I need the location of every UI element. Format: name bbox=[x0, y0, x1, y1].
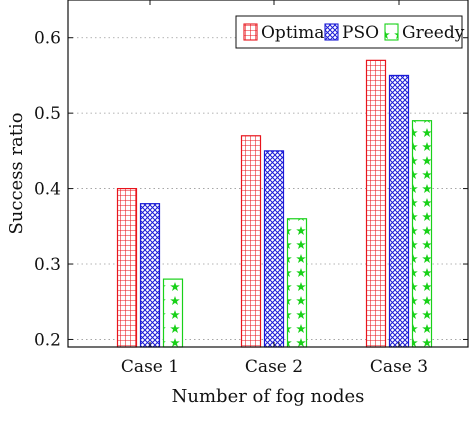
legend-swatch-pso bbox=[324, 23, 339, 41]
legend-box bbox=[235, 15, 463, 49]
y-tick-label: 0.3 bbox=[34, 255, 61, 275]
axis-ticks: 0.2 0.3 0.4 0.5 0.6 Case 1 Case 2 Case 3 bbox=[34, 0, 468, 377]
bar-pso-2 bbox=[263, 150, 285, 348]
legend: Optimal PSO Greedy bbox=[235, 15, 465, 49]
y-axis-label: Success ratio bbox=[6, 112, 27, 234]
bar-greedy-1 bbox=[162, 278, 184, 348]
legend-label-pso: PSO bbox=[342, 23, 379, 43]
plot-frame bbox=[67, 0, 469, 348]
x-tick-label: Case 1 bbox=[121, 357, 179, 377]
bars bbox=[116, 59, 433, 348]
legend-swatch-greedy bbox=[384, 23, 399, 41]
y-tick-label: 0.6 bbox=[34, 29, 61, 49]
x-tick-label: Case 2 bbox=[245, 357, 303, 377]
legend-label-optimal: Optimal bbox=[261, 23, 330, 43]
y-tick-label: 0.2 bbox=[34, 330, 61, 350]
bar-optimal-2 bbox=[240, 135, 262, 348]
bar-greedy-3 bbox=[411, 120, 433, 348]
bar-pso-1 bbox=[139, 203, 161, 348]
legend-swatch-optimal bbox=[243, 23, 258, 41]
bar-optimal-3 bbox=[365, 59, 387, 348]
legend-label-greedy: Greedy bbox=[402, 23, 465, 43]
y-tick-label: 0.4 bbox=[34, 180, 61, 200]
bar-pso-3 bbox=[388, 74, 410, 348]
bar-greedy-2 bbox=[286, 218, 308, 348]
x-tick-label: Case 3 bbox=[370, 357, 428, 377]
y-tick-label: 0.5 bbox=[34, 104, 61, 124]
bar-optimal-1 bbox=[116, 187, 138, 348]
x-axis-label: Number of fog nodes bbox=[172, 386, 365, 407]
